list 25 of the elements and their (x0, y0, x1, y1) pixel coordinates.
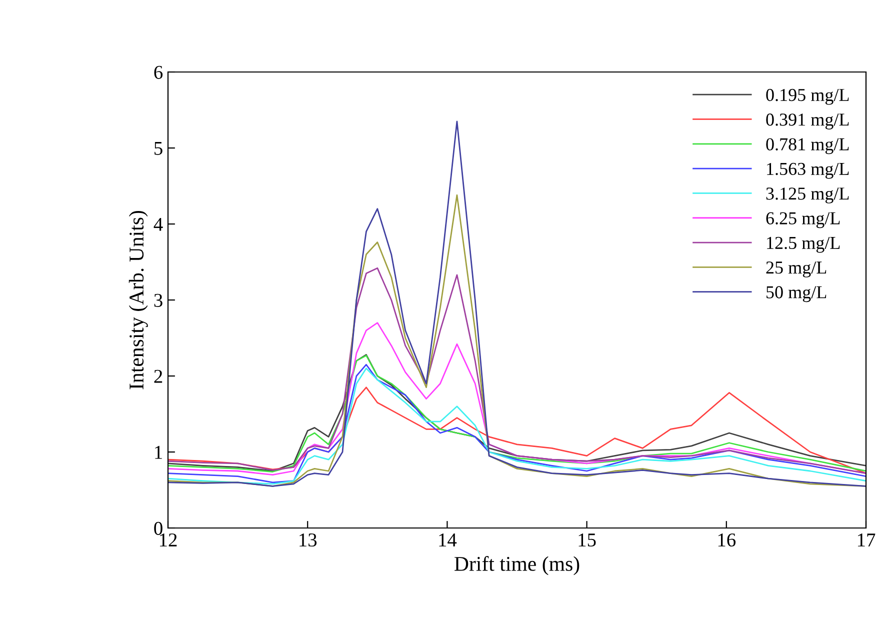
x-tick-label: 15 (578, 534, 596, 547)
legend-label: 3.125 mg/L (766, 188, 849, 204)
y-tick-label: 0 (154, 522, 162, 535)
y-tick-label: 1 (155, 446, 162, 459)
y-tick-label: 4 (154, 218, 163, 231)
y-tick-label: 2 (154, 370, 162, 383)
legend-label: 6.25 mg/L (766, 212, 840, 228)
legend-label: 0.391 mg/L (766, 114, 849, 130)
x-axis-title: Drift time (ms) (454, 556, 580, 576)
legend-label: 25 mg/L (766, 262, 826, 278)
x-tick-label: 14 (439, 534, 457, 546)
x-tick-label: 17 (858, 534, 876, 546)
legend-label: 1.563 mg/L (767, 162, 849, 179)
x-tick-label: 13 (300, 533, 317, 547)
legend-label: 0.781 mg/L (766, 138, 849, 154)
legend-label: 50 mg/L (766, 286, 826, 302)
y-axis-title: Intensity (Arb. Units) (128, 210, 148, 390)
x-tick-label: 12 (160, 533, 177, 546)
legend-label: 12.5 mg/L (767, 236, 840, 253)
legend-label: 0.195 mg/L (766, 88, 849, 105)
x-tick-label: 16 (718, 533, 736, 547)
y-tick-label: 6 (154, 66, 163, 79)
line-series (168, 386, 866, 474)
y-tick-label: 3 (154, 294, 162, 307)
y-tick-label: 5 (154, 142, 162, 155)
